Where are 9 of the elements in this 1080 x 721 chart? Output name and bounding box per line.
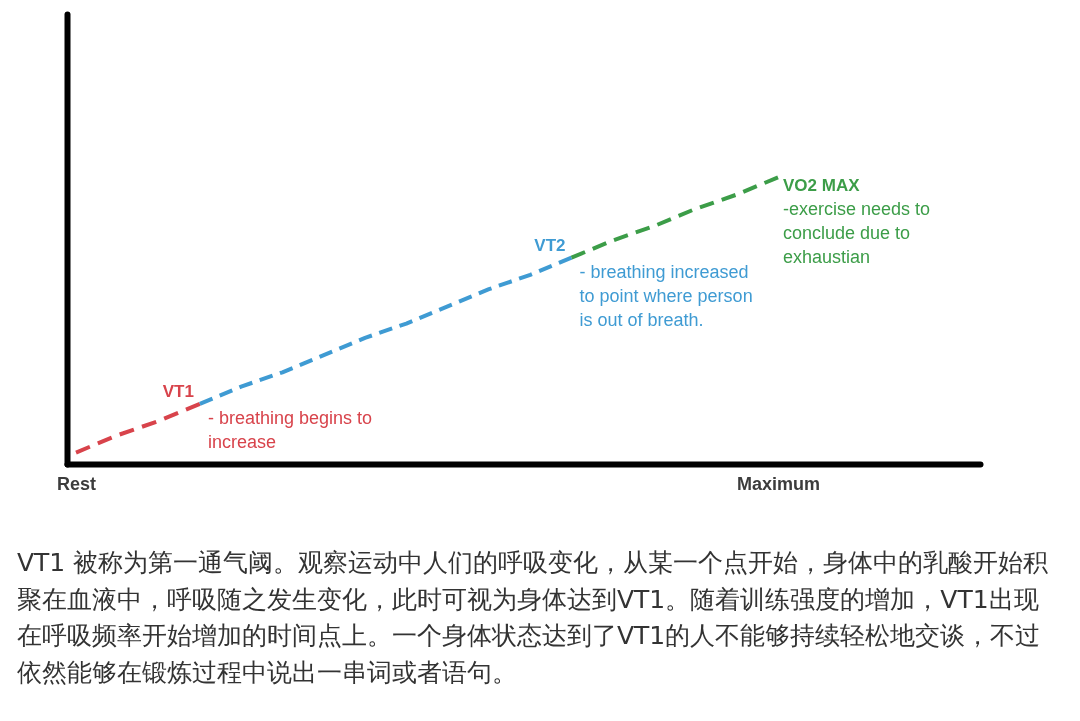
x-tick-label: Maximum — [736, 473, 821, 494]
annotation: - breathing begins to increase — [207, 407, 372, 452]
series-label: VT2 — [534, 235, 566, 255]
annotation: -exercise needs to conclude due to exhaustian — [783, 199, 931, 268]
text: VT1 被称为第一通气阈。观察运动中人们的呼吸变化，从某一个点开始，身体中的乳酸开始积聚在血液中，呼吸随之发生变化，此时可视为身体达到VT1。随着训练强度的增加，VT1出现在呼吸频率开始增加的时间点上。一个身体状态达到了VT1的人不能够持续轻松地交谈，不过依然能够在锻炼过程中说出一串词或者语句。 — [17, 548, 1049, 687]
annotation: - breathing increased to point where person is out of breath. — [579, 261, 753, 330]
series-label: VT1 — [162, 381, 194, 401]
x-tick-label: Rest — [56, 473, 97, 494]
series-label: VO2 MAX — [783, 176, 861, 196]
